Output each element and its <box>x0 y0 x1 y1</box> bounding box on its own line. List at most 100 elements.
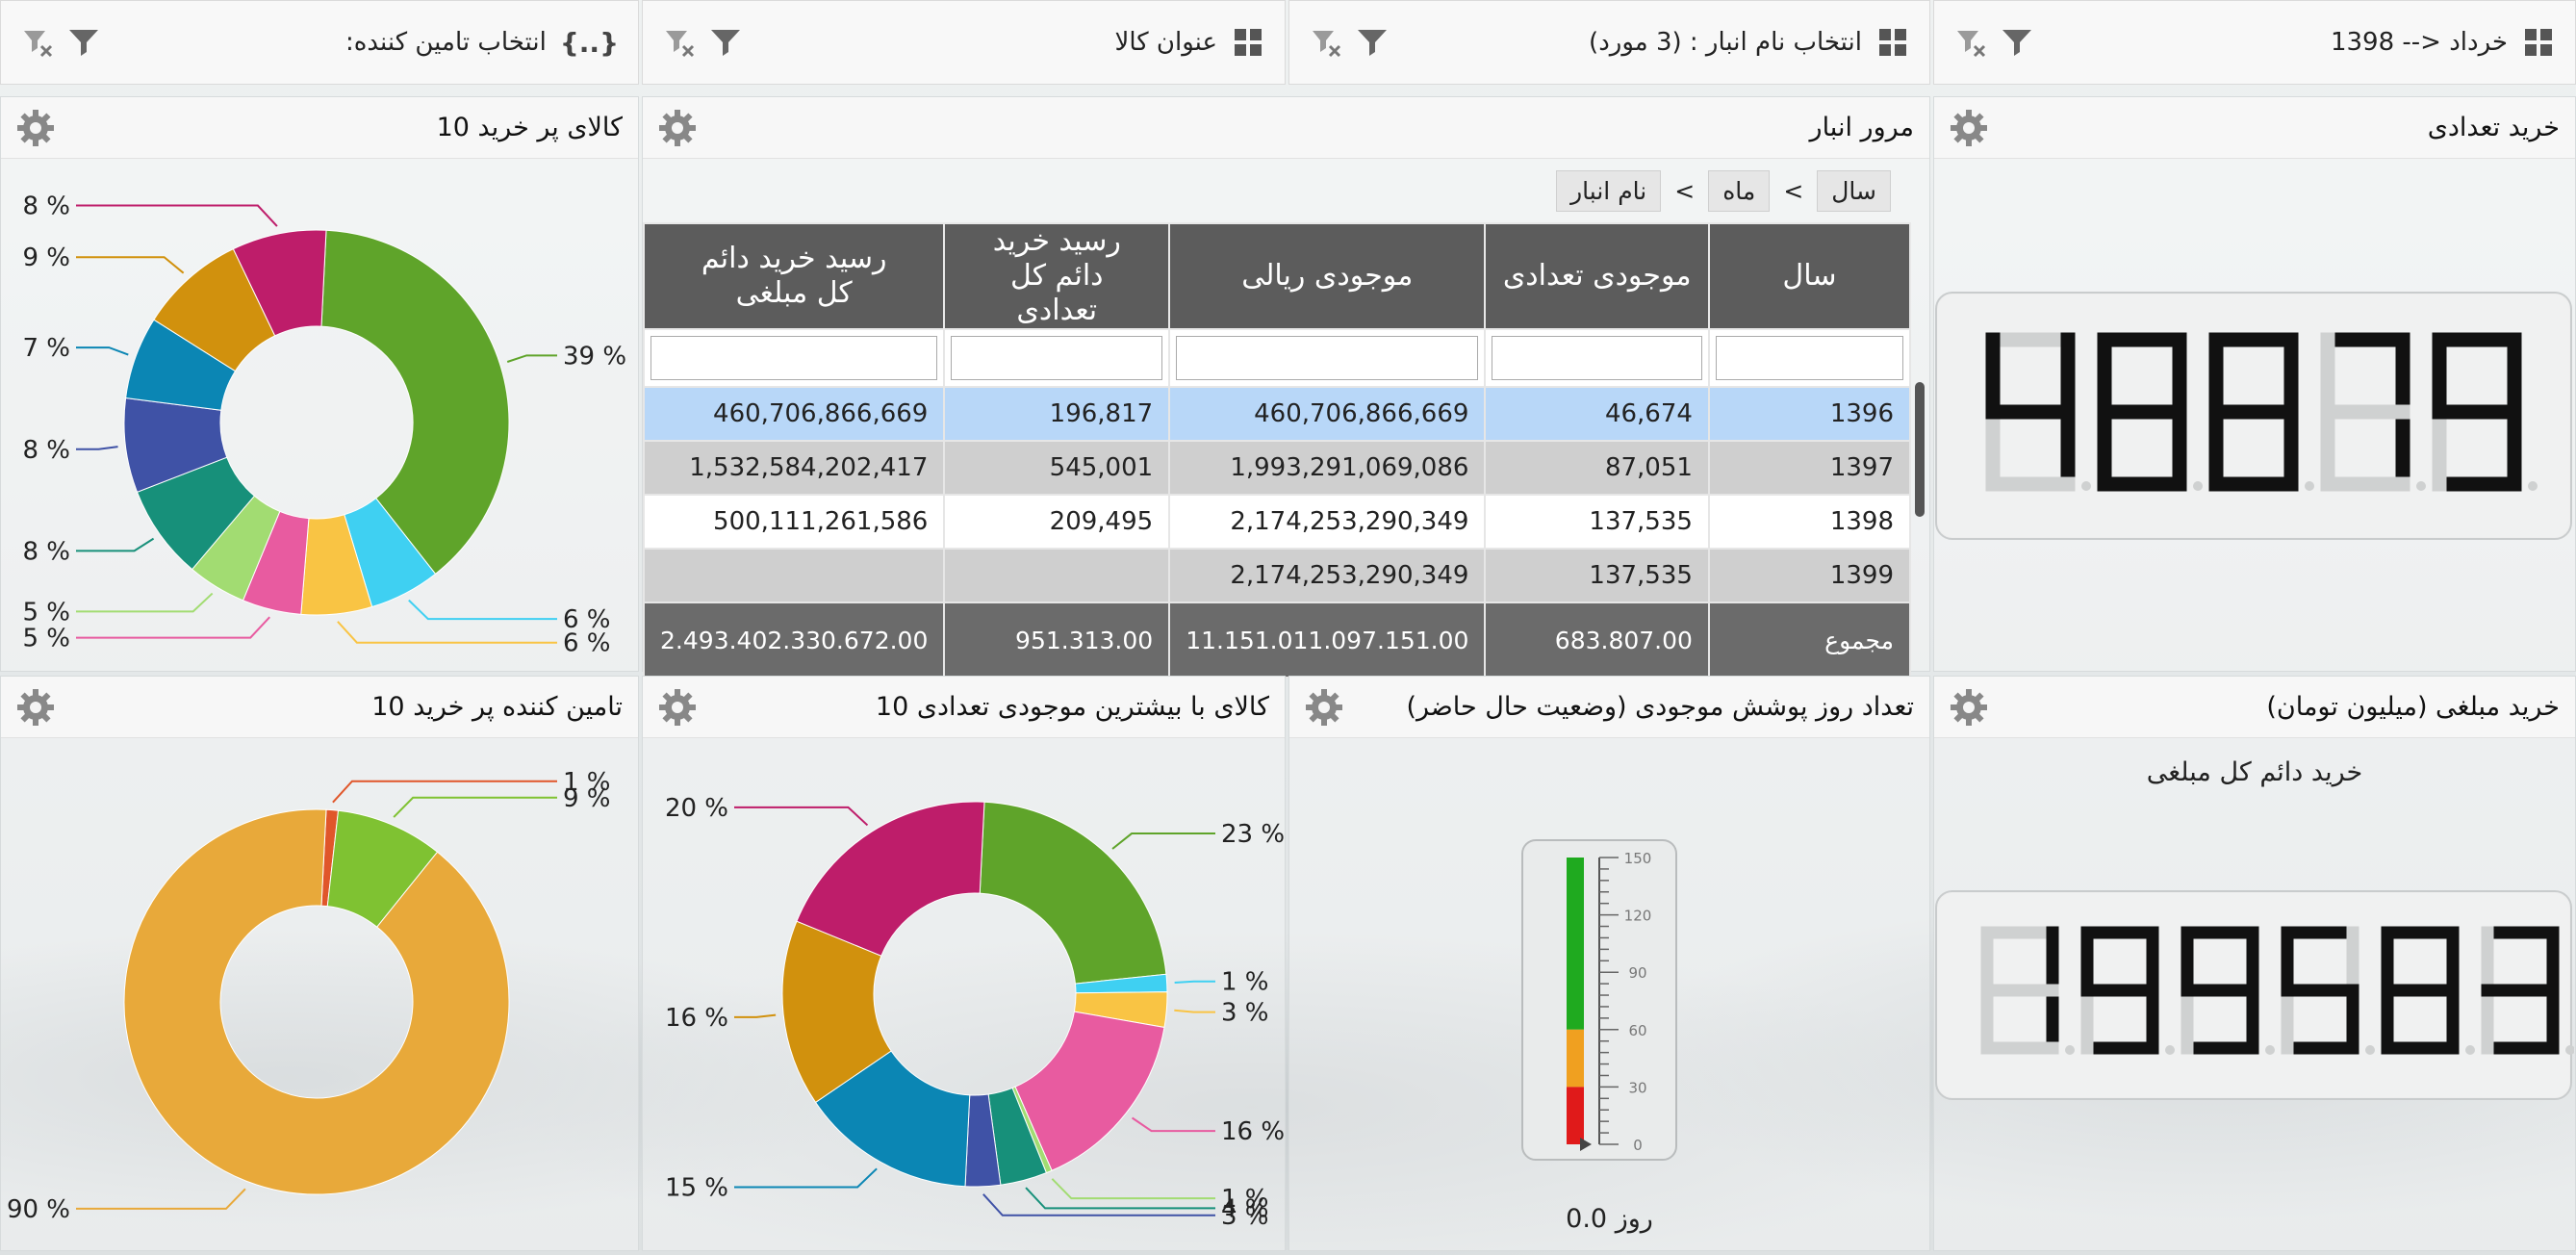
filter-input[interactable] <box>951 336 1163 380</box>
panel-title: 10 تامین کننده پر خرید <box>371 692 623 722</box>
table-cell: 196,817 <box>943 386 1171 442</box>
clear-filter-icon[interactable] <box>20 25 55 60</box>
column-filter[interactable] <box>1484 328 1710 388</box>
filter-warehouse[interactable]: انتخاب نام انبار : (3 مورد) <box>1288 0 1930 85</box>
column-header[interactable]: موجودی تعدادی <box>1484 222 1710 330</box>
gear-icon[interactable] <box>16 109 55 147</box>
crumb-month[interactable]: ماه <box>1708 170 1771 212</box>
pie-slice[interactable] <box>320 229 510 576</box>
filter-input[interactable] <box>1176 336 1479 380</box>
gear-icon[interactable] <box>658 688 697 727</box>
column-header[interactable]: رسید خرید دائم کل تعدادی <box>943 222 1171 330</box>
table-cell: 1,993,291,069,086 <box>1168 440 1487 496</box>
filter-supplier[interactable]: {..} انتخاب تامین کننده: <box>0 0 639 85</box>
filter-icon[interactable] <box>66 25 101 60</box>
column-filter[interactable] <box>1168 328 1487 388</box>
display-subtitle: خرید دائم کل مبلغی <box>2146 757 2363 787</box>
column-header[interactable]: موجودی ریالی <box>1168 222 1487 330</box>
panel-top10-stock: 10 کالای با بیشترین موجودی تعدادی 23 % 1 … <box>642 676 1286 1251</box>
slice-label: 90 % <box>7 1195 70 1224</box>
panel-top10-suppliers: 10 تامین کننده پر خرید 1 % 9 % 90 % <box>0 676 639 1251</box>
table-cell: 460,706,866,669 <box>1168 386 1487 442</box>
decimal-dot <box>2081 481 2091 491</box>
warehouse-table: سال موجودی تعدادی موجودی ریالی رسید خرید… <box>642 222 1912 679</box>
clear-filter-icon[interactable] <box>1953 25 1988 60</box>
slice-label: 16 % <box>665 1004 728 1033</box>
pie-slice[interactable] <box>979 801 1167 985</box>
segment-digits <box>1980 926 2575 1055</box>
pie-slice[interactable] <box>232 229 327 337</box>
leader-line <box>982 1193 1215 1217</box>
slice-label: 8 % <box>22 436 70 465</box>
grid-icon <box>1879 29 1906 56</box>
gear-icon[interactable] <box>1950 688 1988 727</box>
filter-date[interactable]: 1398 --> خرداد <box>1933 0 2576 85</box>
slice-label: 4 % <box>1221 1194 1269 1223</box>
decimal-dot <box>2465 1045 2475 1055</box>
leader-line <box>76 346 129 356</box>
decimal-dot <box>2265 1045 2275 1055</box>
gauge-band-red <box>1567 1087 1584 1144</box>
column-filter[interactable] <box>943 328 1171 388</box>
filter-icon[interactable] <box>708 25 743 60</box>
clear-filter-icon[interactable] <box>662 25 697 60</box>
slice-label: 23 % <box>1221 820 1285 849</box>
crumb-year[interactable]: سال <box>1817 170 1891 212</box>
leader-line <box>76 616 270 639</box>
table-scrollbar[interactable] <box>1915 382 1925 517</box>
decimal-dot <box>2365 1045 2375 1055</box>
leader-line <box>393 796 557 818</box>
total-cell: 11.151.011.097.151.00 <box>1168 602 1487 679</box>
slice-label: 9 % <box>563 784 611 813</box>
table-cell <box>943 548 1171 603</box>
panel-coverage-days: تعداد روز پوشش موجودی (وضعیت حال حاضر) 1… <box>1288 676 1930 1251</box>
leader-line <box>1051 1178 1215 1200</box>
slice-label: 6 % <box>563 629 611 658</box>
column-filter[interactable] <box>1707 328 1912 388</box>
leader-line <box>76 446 118 450</box>
filter-input[interactable] <box>650 336 938 380</box>
seven-segment-display <box>1935 292 2572 540</box>
table-row[interactable]: 1397 87,051 1,993,291,069,086 545,001 1,… <box>642 440 1912 496</box>
table-cell: 1396 <box>1707 386 1912 442</box>
decimal-dot <box>2305 481 2314 491</box>
slice-label: 1 % <box>1221 968 1269 997</box>
decimal-dot <box>2416 481 2426 491</box>
filter-input[interactable] <box>1492 336 1702 380</box>
pie-slice[interactable] <box>123 808 510 1195</box>
gauge-tick-label: 120 <box>1624 908 1652 925</box>
gear-icon[interactable] <box>1305 688 1343 727</box>
filter-icon[interactable] <box>1355 25 1390 60</box>
panel-title: 10 کالای با بیشترین موجودی تعدادی <box>875 692 1269 722</box>
filter-item-title[interactable]: عنوان کالا <box>642 0 1286 85</box>
table-cell: 2,174,253,290,349 <box>1168 494 1487 550</box>
column-header[interactable]: سال <box>1707 222 1912 330</box>
filter-icon[interactable] <box>2000 25 2034 60</box>
slice-label: 5 % <box>22 625 70 653</box>
pie-slice[interactable] <box>796 801 985 957</box>
grid-icon <box>1235 29 1262 56</box>
decimal-dot <box>2528 481 2538 491</box>
panel-title: تعداد روز پوشش موجودی (وضعیت حال حاضر) <box>1406 692 1914 722</box>
table-row[interactable]: 1399 137,535 2,174,253,290,349 <box>642 548 1912 603</box>
panel-title: مرور انبار <box>1809 113 1914 142</box>
gauge-tick-label: 60 <box>1628 1022 1646 1039</box>
leader-line <box>1131 1116 1215 1133</box>
panel-purchase-qty: خرید تعدادی <box>1933 96 2576 672</box>
table-cell: 1399 <box>1707 548 1912 603</box>
clear-filter-icon[interactable] <box>1309 25 1343 60</box>
column-filter[interactable] <box>642 328 946 388</box>
table-cell: 2,174,253,290,349 <box>1168 548 1487 603</box>
gear-icon[interactable] <box>16 688 55 727</box>
leader-line <box>734 1013 777 1018</box>
decimal-dot <box>2165 1045 2175 1055</box>
filter-input[interactable] <box>1715 336 1903 380</box>
column-header[interactable]: رسید خرید دائم کل مبلغی <box>642 222 946 330</box>
table-row[interactable]: 1398 137,535 2,174,253,290,349 209,495 5… <box>642 494 1912 550</box>
crumb-warehouse[interactable]: نام انبار <box>1556 170 1662 212</box>
gauge-band-orange <box>1567 1029 1584 1088</box>
table-row[interactable]: 1396 46,674 460,706,866,669 196,817 460,… <box>642 386 1912 442</box>
gear-icon[interactable] <box>658 109 697 147</box>
gear-icon[interactable] <box>1950 109 1988 147</box>
panel-top10-items: 10 کالای پر خرید 39 % 6 % 6 % 5 % 5 % 8 % 8 % 7… <box>0 96 639 672</box>
